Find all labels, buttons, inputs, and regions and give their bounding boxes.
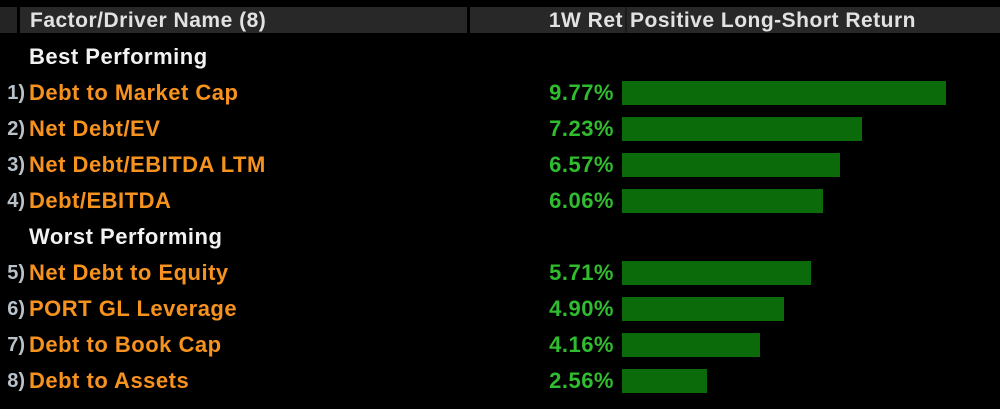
bar-cell — [616, 333, 1000, 357]
section-header-worst-performing: Worst Performing — [0, 219, 1000, 255]
row-number[interactable]: 4) — [7, 189, 25, 212]
bar-cell — [616, 369, 1000, 393]
return-value: 6.06% — [549, 188, 614, 213]
return-bar — [622, 261, 811, 285]
return-value: 9.77% — [549, 80, 614, 105]
return-value: 7.23% — [549, 116, 614, 141]
row-number[interactable]: 2) — [7, 117, 25, 140]
column-header-positive-long-short-return[interactable]: Positive Long-Short Return — [627, 7, 1000, 33]
column-header-factor-name[interactable]: Factor/Driver Name (8) — [20, 7, 467, 33]
header-divider — [625, 7, 627, 33]
table-header: Factor/Driver Name (8) 1W Ret Positive L… — [0, 7, 1000, 33]
table-row[interactable]: 8) Debt to Assets 2.56% — [0, 363, 1000, 399]
return-bar — [622, 153, 840, 177]
bar-cell — [616, 153, 1000, 177]
table-row[interactable]: 7) Debt to Book Cap 4.16% — [0, 327, 1000, 363]
return-bar — [622, 117, 862, 141]
table-row[interactable]: 4) Debt/EBITDA 6.06% — [0, 183, 1000, 219]
row-number[interactable]: 5) — [7, 261, 25, 284]
return-bar — [622, 297, 784, 321]
section-header-best-performing: Best Performing — [0, 39, 1000, 75]
row-number[interactable]: 3) — [7, 153, 25, 176]
column-header-1w-ret[interactable]: 1W Ret — [470, 7, 625, 33]
table-row[interactable]: 3) Net Debt/EBITDA LTM 6.57% — [0, 147, 1000, 183]
return-bar — [622, 189, 823, 213]
section-label: Best Performing — [29, 44, 208, 69]
return-value: 5.71% — [549, 260, 614, 285]
row-number[interactable]: 8) — [7, 369, 25, 392]
return-value: 4.90% — [549, 296, 614, 321]
row-number[interactable]: 1) — [7, 81, 25, 104]
return-bar — [622, 369, 707, 393]
factor-name[interactable]: Debt to Market Cap — [29, 80, 239, 105]
bar-cell — [616, 297, 1000, 321]
return-value: 2.56% — [549, 368, 614, 393]
row-number[interactable]: 6) — [7, 297, 25, 320]
factor-name[interactable]: Debt to Book Cap — [29, 332, 222, 357]
header-stub-cell — [0, 7, 17, 33]
section-label: Worst Performing — [29, 224, 223, 249]
bar-cell — [616, 261, 1000, 285]
factor-name[interactable]: PORT GL Leverage — [29, 296, 238, 321]
table-row[interactable]: 1) Debt to Market Cap 9.77% — [0, 75, 1000, 111]
header-divider — [467, 7, 470, 33]
return-bar — [622, 333, 760, 357]
factor-name[interactable]: Debt to Assets — [29, 368, 190, 393]
table-row[interactable]: 5) Net Debt to Equity 5.71% — [0, 255, 1000, 291]
row-number[interactable]: 7) — [7, 333, 25, 356]
return-value: 4.16% — [549, 332, 614, 357]
table-row[interactable]: 2) Net Debt/EV 7.23% — [0, 111, 1000, 147]
table-row[interactable]: 6) PORT GL Leverage 4.90% — [0, 291, 1000, 327]
bar-cell — [616, 189, 1000, 213]
factor-name[interactable]: Net Debt/EV — [29, 116, 161, 141]
return-bar — [622, 81, 946, 105]
factor-name[interactable]: Debt/EBITDA — [29, 188, 172, 213]
header-divider — [17, 7, 20, 33]
factor-name[interactable]: Net Debt/EBITDA LTM — [29, 152, 266, 177]
table-body: Best Performing 1) Debt to Market Cap 9.… — [0, 39, 1000, 399]
bar-cell — [616, 117, 1000, 141]
factor-name[interactable]: Net Debt to Equity — [29, 260, 229, 285]
return-value: 6.57% — [549, 152, 614, 177]
bar-cell — [616, 81, 1000, 105]
